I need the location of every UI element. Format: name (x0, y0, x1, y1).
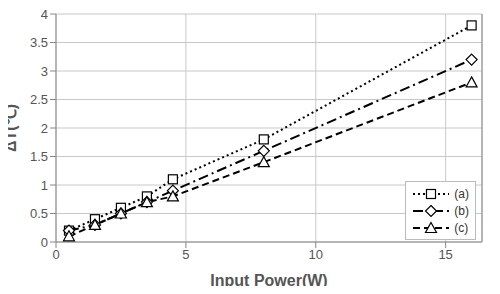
svg-text:2.5: 2.5 (30, 92, 48, 107)
svg-text:1.5: 1.5 (30, 149, 48, 164)
html-text:(a): (a) (454, 186, 469, 201)
svg-text:2: 2 (41, 121, 48, 136)
html-text:(c): (c) (454, 220, 469, 235)
svg-text:15: 15 (438, 247, 452, 262)
svg-text:10: 10 (309, 247, 323, 262)
svg-text:0: 0 (41, 235, 48, 250)
svg-text:3: 3 (41, 64, 48, 79)
svg-text:4: 4 (41, 8, 48, 22)
svg-text:ΔT(℃): ΔT(℃) (8, 104, 19, 152)
svg-text:5: 5 (182, 247, 189, 262)
svg-text:Input Power(W): Input Power(W) (210, 272, 327, 286)
html-text:(b): (b) (454, 203, 469, 218)
svg-text:3.5: 3.5 (30, 35, 48, 50)
svg-text:0: 0 (52, 247, 59, 262)
svg-text:0.5: 0.5 (30, 206, 48, 221)
svg-text:1: 1 (41, 178, 48, 193)
